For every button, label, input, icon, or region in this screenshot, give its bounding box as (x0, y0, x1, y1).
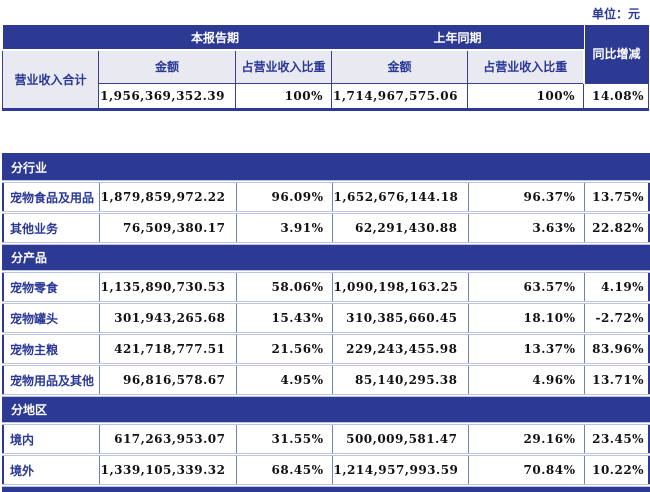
row-label: 宠物用品及其他 (3, 363, 99, 397)
total-revenue-label: 营业收入合计 (2, 49, 99, 110)
ratio-header-current: 占营业收入比重 (234, 49, 333, 84)
ratio-current-cell: 3.91% (235, 211, 332, 245)
summary-data-row: 1,956,369,352.39 100% 1,714,967,575.06 1… (3, 82, 650, 110)
table-row: 其他业务 76,509,380.17 3.91% 62,291,430.88 3… (3, 211, 650, 245)
ratio-current-cell: 58.06% (235, 270, 332, 304)
unit-label: 单位：元 (591, 7, 640, 21)
total-amount-prior-cell: 1,714,967,575.06 (331, 82, 469, 110)
amount-prior-cell: 1,652,676,144.18 (331, 180, 468, 214)
section-banner-partial-bar (3, 485, 650, 492)
section-title: 分地区 (3, 395, 650, 424)
prior-period-header: 上年同期 (331, 25, 584, 50)
amount-current-cell: 301,943,265.68 (98, 301, 236, 335)
total-yoy-cell: 14.08% (583, 82, 650, 110)
ratio-header-prior: 占营业收入比重 (467, 49, 585, 84)
yoy-cell: 13.75% (583, 180, 650, 214)
section-banner-partial (3, 485, 650, 492)
amount-current-cell: 1,135,890,730.53 (98, 270, 236, 304)
table-row: 宠物罐头 301,943,265.68 15.43% 310,385,660.4… (3, 301, 650, 335)
amount-header-prior: 金额 (331, 49, 469, 84)
table-row: 境内 617,263,953.07 31.55% 500,009,581.47 … (3, 422, 650, 456)
ratio-prior-cell: 63.57% (467, 270, 584, 304)
table-row: 宠物零食 1,135,890,730.53 58.06% 1,090,198,1… (3, 270, 650, 304)
ratio-prior-cell: 3.63% (467, 211, 584, 245)
amount-current-cell: 617,263,953.07 (98, 422, 236, 456)
ratio-current-cell: 31.55% (235, 422, 332, 456)
ratio-prior-cell: 18.10% (467, 301, 584, 335)
yoy-cell: 83.96% (583, 332, 650, 366)
yoy-header: 同比增减 (583, 25, 649, 83)
unit-row: 单位：元 (0, 0, 650, 22)
total-ratio-prior-cell: 100% (467, 82, 585, 110)
row-label: 其他业务 (3, 211, 99, 245)
amount-prior-cell: 229,243,455.98 (331, 332, 468, 366)
revenue-summary-table: 本报告期 上年同期 同比增减 营业收入合计 金额 占营业收入比重 金额 占营业收… (2, 25, 650, 111)
yoy-cell: -2.72% (583, 301, 650, 335)
ratio-current-cell: 15.43% (235, 301, 332, 335)
summary-header-row: 本报告期 上年同期 同比增减 (2, 25, 649, 83)
row-label: 境内 (3, 422, 99, 456)
ratio-prior-cell: 13.37% (467, 332, 584, 366)
summary-subheader-row: 营业收入合计 金额 占营业收入比重 金额 占营业收入比重 (2, 49, 649, 110)
table-row: 宠物食品及用品 1,879,859,972.22 96.09% 1,652,67… (3, 180, 650, 214)
yoy-cell: 23.45% (583, 422, 650, 456)
section-title: 分行业 (3, 153, 650, 182)
ratio-prior-cell: 70.84% (467, 453, 584, 487)
ratio-current-cell: 96.09% (235, 180, 332, 214)
row-label: 宠物罐头 (3, 301, 99, 335)
row-label: 宠物零食 (3, 270, 99, 304)
ratio-current-cell: 4.95% (235, 363, 332, 397)
table-row: 境外 1,339,105,339.32 68.45% 1,214,957,993… (3, 453, 650, 487)
row-label: 宠物主粮 (3, 332, 99, 366)
section-banner-region: 分地区 (3, 395, 650, 424)
table-row: 宠物用品及其他 96,816,578.67 4.95% 85,140,295.3… (3, 363, 650, 397)
amount-prior-cell: 62,291,430.88 (331, 211, 468, 245)
amount-prior-cell: 1,090,198,163.25 (331, 270, 468, 304)
row-label: 宠物食品及用品 (3, 180, 99, 214)
amount-prior-cell: 85,140,295.38 (331, 363, 468, 397)
yoy-cell: 22.82% (583, 211, 650, 245)
amount-header-current: 金额 (98, 49, 236, 84)
table-row: 宠物主粮 421,718,777.51 21.56% 229,243,455.9… (3, 332, 650, 366)
amount-current-cell: 1,879,859,972.22 (98, 180, 236, 214)
ratio-prior-cell: 96.37% (467, 180, 584, 214)
header-spacer-cell (2, 25, 99, 50)
row-label: 境外 (3, 453, 99, 487)
amount-current-cell: 76,509,380.17 (98, 211, 236, 245)
ratio-prior-cell: 29.16% (467, 422, 584, 456)
revenue-breakdown-table: 分行业 宠物食品及用品 1,879,859,972.22 96.09% 1,65… (2, 152, 650, 492)
amount-current-cell: 421,718,777.51 (98, 332, 236, 366)
total-ratio-current-cell: 100% (234, 82, 333, 110)
section-banner-product: 分产品 (3, 243, 650, 272)
section-title: 分产品 (3, 243, 650, 272)
ratio-current-cell: 68.45% (235, 453, 332, 487)
ratio-prior-cell: 4.96% (467, 363, 584, 397)
ratio-current-cell: 21.56% (235, 332, 332, 366)
current-period-header: 本报告期 (98, 25, 332, 50)
amount-current-cell: 1,339,105,339.32 (98, 453, 236, 487)
amount-prior-cell: 500,009,581.47 (331, 422, 468, 456)
yoy-cell: 4.19% (583, 270, 650, 304)
amount-current-cell: 96,816,578.67 (98, 363, 236, 397)
amount-prior-cell: 310,385,660.45 (331, 301, 468, 335)
section-banner-industry: 分行业 (3, 153, 650, 182)
amount-prior-cell: 1,214,957,993.59 (331, 453, 468, 487)
total-amount-current-cell: 1,956,369,352.39 (98, 82, 236, 110)
yoy-cell: 10.22% (583, 453, 650, 487)
yoy-cell: 13.71% (583, 363, 650, 397)
